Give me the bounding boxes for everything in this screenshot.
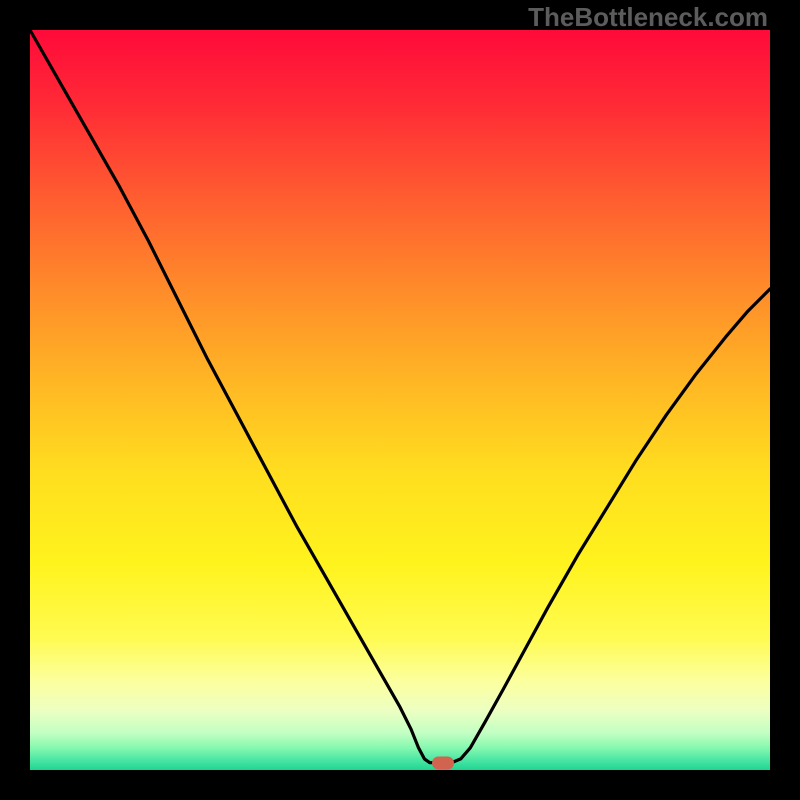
plot-area bbox=[30, 30, 770, 770]
watermark-text: TheBottleneck.com bbox=[528, 2, 768, 33]
curve-path bbox=[30, 30, 770, 763]
chart-canvas: TheBottleneck.com bbox=[0, 0, 800, 800]
minimum-marker bbox=[432, 756, 454, 769]
bottleneck-curve bbox=[30, 30, 770, 770]
